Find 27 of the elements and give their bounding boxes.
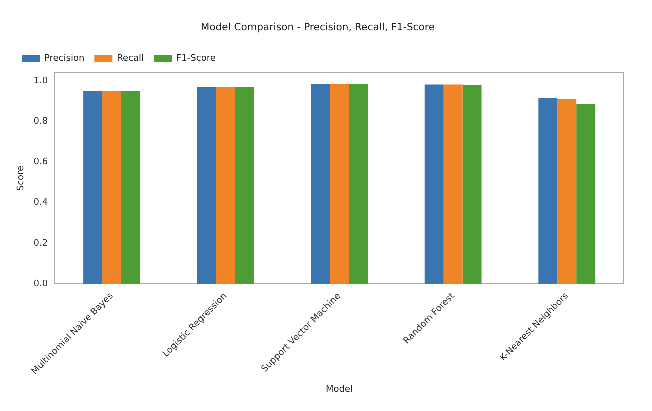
bar (197, 87, 216, 284)
y-axis-title: Score (16, 165, 27, 192)
y-tick-label: 0.4 (34, 198, 48, 208)
y-tick-label: 0.0 (34, 279, 48, 290)
legend-label: Recall (117, 54, 144, 64)
bar (538, 98, 558, 284)
bar (311, 84, 330, 284)
y-tick-label: 0.8 (34, 117, 48, 128)
bar (121, 91, 140, 284)
x-axis-title: Model (326, 384, 354, 395)
bar (216, 87, 236, 284)
bar (84, 91, 103, 284)
bar (462, 85, 482, 284)
bar (330, 84, 350, 284)
y-tick-label: 0.6 (34, 158, 48, 168)
legend-label: Precision (44, 54, 85, 64)
bar (558, 99, 577, 284)
chart-title: Model Comparison - Precision, Recall, F1-Score (201, 22, 435, 34)
bar (235, 87, 254, 284)
bar (349, 84, 368, 284)
bar (424, 84, 444, 284)
bar (102, 91, 122, 284)
bar (444, 84, 463, 284)
legend-label: F1-Score (176, 54, 216, 64)
bar (576, 104, 596, 284)
y-tick-label: 1.0 (34, 76, 48, 86)
y-tick-label: 0.2 (34, 238, 48, 249)
